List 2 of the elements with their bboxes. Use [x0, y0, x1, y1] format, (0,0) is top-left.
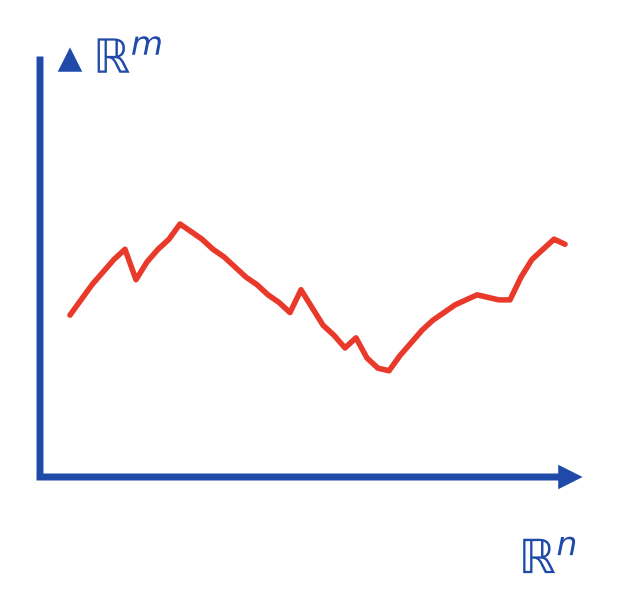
- x-axis-title: ℝ$^{n}$: [523, 536, 576, 574]
- y-axis-title: ℝ$^{m}$: [98, 36, 161, 73]
